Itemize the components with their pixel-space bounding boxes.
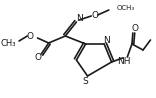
Text: O: O xyxy=(91,10,98,20)
Text: CH₃: CH₃ xyxy=(1,39,16,48)
Text: N: N xyxy=(103,35,109,44)
Text: N: N xyxy=(76,14,83,23)
Text: S: S xyxy=(83,77,89,85)
Text: O: O xyxy=(27,31,34,40)
Text: O: O xyxy=(35,53,42,62)
Text: O: O xyxy=(131,24,138,33)
Text: NH: NH xyxy=(117,57,130,65)
Text: OCH₃: OCH₃ xyxy=(116,5,134,11)
